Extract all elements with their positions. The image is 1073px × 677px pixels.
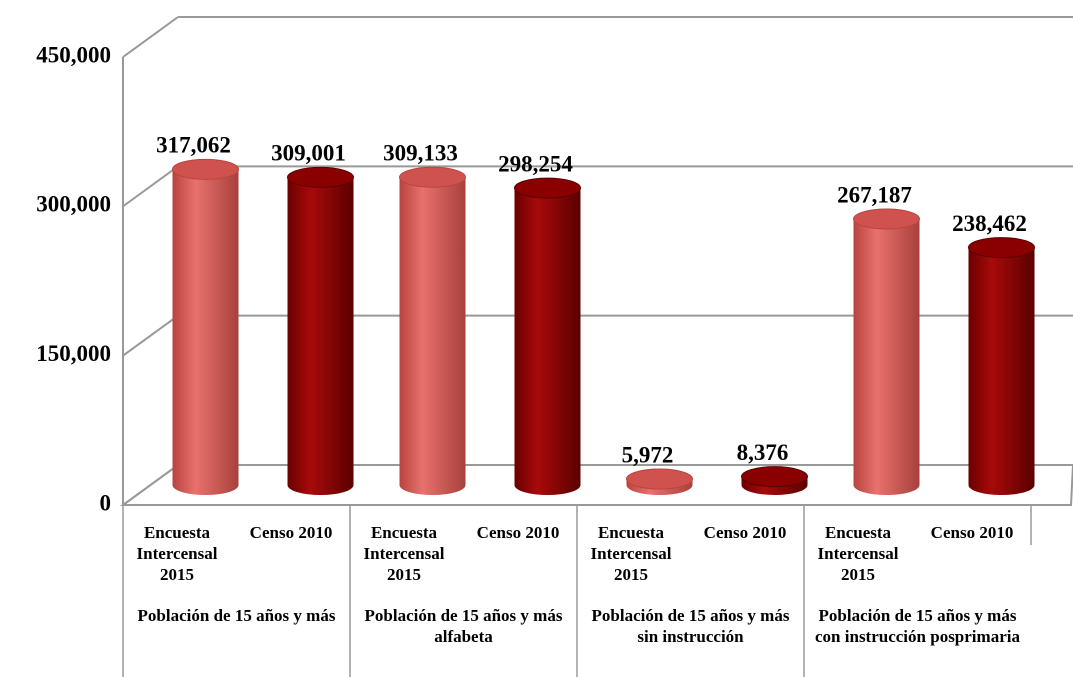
category-label: Población de 15 años y más sin instrucci… xyxy=(591,606,790,646)
floor xyxy=(119,464,1073,506)
y-tick-label: 450,000 xyxy=(36,42,111,67)
bar xyxy=(853,219,920,486)
series-label: Censo 2010 xyxy=(249,523,333,542)
y-tick-label: 0 xyxy=(100,490,112,515)
y-tick-label: 150,000 xyxy=(36,341,111,366)
series-label: Encuesta Intercensal 2015 xyxy=(136,523,218,584)
category-label: Población de 15 años y más alfabeta xyxy=(364,606,563,646)
series-label: Censo 2010 xyxy=(703,523,787,542)
series-label: Encuesta Intercensal 2015 xyxy=(817,523,899,584)
value-label: 238,462 xyxy=(952,211,1027,236)
bar-top xyxy=(741,466,808,488)
bar-top xyxy=(514,177,581,199)
bar xyxy=(172,169,239,485)
bar-top xyxy=(172,158,239,180)
bar xyxy=(399,177,466,486)
bar xyxy=(514,188,581,485)
grid-line xyxy=(122,464,179,506)
grid-line xyxy=(122,165,179,208)
bar xyxy=(287,177,354,485)
value-label: 5,972 xyxy=(622,442,674,467)
bar-top xyxy=(968,237,1035,259)
category-label: Población de 15 años y más xyxy=(137,606,336,625)
bar-top xyxy=(626,468,693,490)
series-label: Censo 2010 xyxy=(476,523,560,542)
y-tick-label: 300,000 xyxy=(36,192,111,217)
value-label: 309,133 xyxy=(383,141,458,166)
series-label: Encuesta Intercensal 2015 xyxy=(363,523,445,584)
value-label: 267,187 xyxy=(837,182,912,207)
series-label: Censo 2010 xyxy=(930,523,1014,542)
value-label: 8,376 xyxy=(737,440,789,465)
grid-line xyxy=(122,16,179,58)
bar xyxy=(968,247,1035,485)
grid-line xyxy=(122,314,179,357)
value-label: 298,254 xyxy=(498,151,573,176)
bar-top xyxy=(853,208,920,230)
value-label: 309,001 xyxy=(271,141,346,166)
bar-top xyxy=(287,166,354,188)
series-label: Encuesta Intercensal 2015 xyxy=(590,523,672,584)
value-label: 317,062 xyxy=(156,133,231,158)
category-label: Población de 15 años y más con instrucci… xyxy=(815,606,1020,646)
bar-top xyxy=(399,166,466,188)
